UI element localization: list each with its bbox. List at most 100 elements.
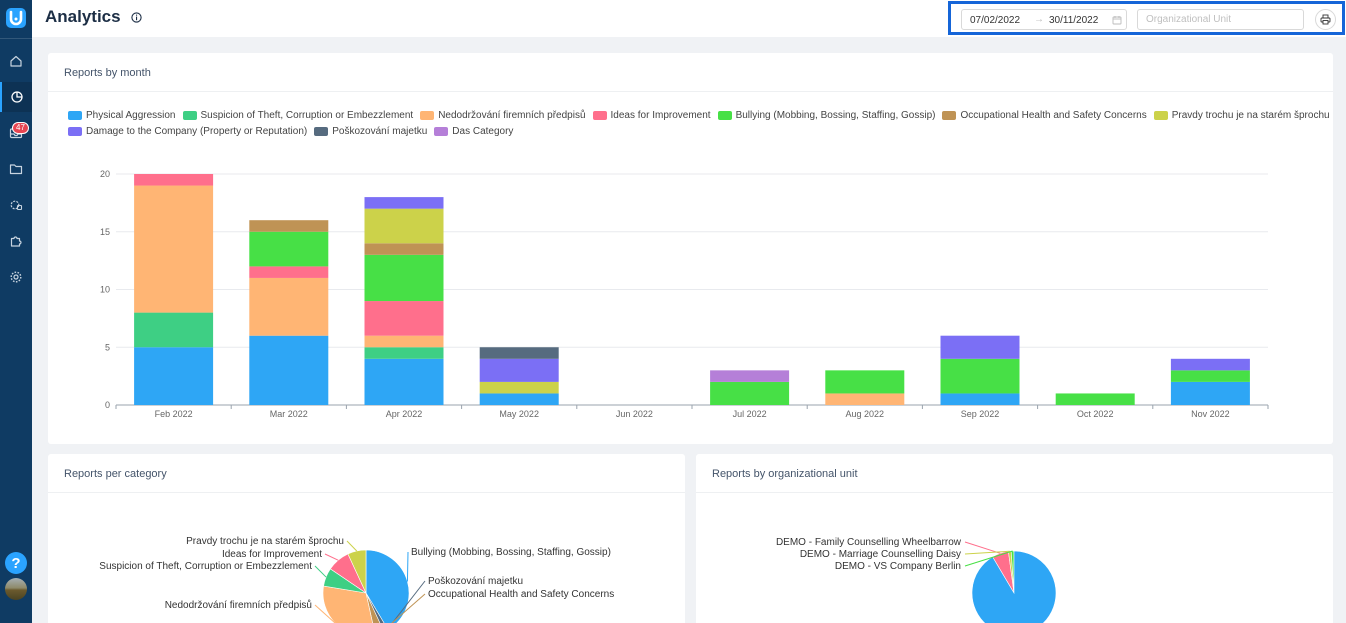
bar-segment[interactable] [1170,370,1250,382]
category-pie-chart: Bullying (Mobbing, Bossing, Staffing, Go… [99,536,614,623]
pie-label: Poškozování majetku [428,576,523,587]
sidebar: 47 ? [0,0,32,623]
sidebar-item-integrations[interactable] [0,226,32,256]
bar-segment[interactable] [364,208,444,244]
legend-item[interactable]: Suspicion of Theft, Corruption or Embezz… [182,109,414,121]
bar-segment[interactable] [364,347,444,359]
home-icon [10,55,22,67]
pie-label: Occupational Health and Safety Concerns [428,589,614,600]
bar-segment[interactable] [134,174,214,186]
calendar-icon[interactable] [1112,15,1122,25]
legend-item[interactable]: Das Category [434,125,513,137]
legend-label: Occupational Health and Safety Concerns [960,109,1147,121]
legend-item[interactable]: Poškozování majetku [314,125,427,137]
top-header: Analytics 07/02/2022 → 30/11/2022 [32,0,1346,37]
legend-swatch [68,110,82,120]
pie-leader-line [964,541,1001,554]
legend-swatch [942,110,957,120]
date-range-picker[interactable]: 07/02/2022 → 30/11/2022 [961,9,1127,30]
pie-leader-line [324,553,339,561]
legend-swatch [434,126,449,136]
legend-item[interactable]: Damage to the Company (Property or Reput… [68,125,307,137]
legend-swatch [420,110,435,120]
pie-slice[interactable] [322,585,375,623]
legend-label: Das Category [452,125,514,137]
gear-lock-icon [10,200,23,211]
bar-segment[interactable] [134,347,214,405]
bar-segment[interactable] [479,347,559,359]
pie-slice[interactable] [971,550,1057,623]
sidebar-item-security[interactable] [0,190,32,220]
bar-segment[interactable] [940,335,1020,359]
x-tick-label: Jun 2022 [616,409,653,419]
bar-segment[interactable] [249,266,329,278]
y-tick-label: 5 [105,342,110,352]
bar-segment[interactable] [940,358,1020,394]
date-end[interactable]: 30/11/2022 [1049,15,1099,26]
bar-segment[interactable] [825,370,905,394]
bar-segment[interactable] [479,358,559,382]
pie-slice[interactable] [347,549,367,594]
sidebar-item-home[interactable] [0,46,32,76]
legend-item[interactable]: Bullying (Mobbing, Bossing, Staffing, Go… [717,109,935,121]
bar-segment[interactable] [364,301,444,336]
x-tick-label: May 2022 [499,409,539,419]
bar-segment[interactable] [1170,358,1250,371]
pie-leader-line [314,565,327,578]
pie-label: Bullying (Mobbing, Bossing, Staffing, Go… [411,547,611,558]
bar-segment[interactable] [825,393,905,405]
bar-segment[interactable] [364,197,444,209]
print-button[interactable] [1315,9,1336,30]
bar-segment[interactable] [364,243,444,255]
date-start[interactable]: 07/02/2022 [970,15,1021,26]
sidebar-item-settings[interactable] [0,262,32,292]
sidebar-item-analytics[interactable] [0,82,32,112]
pie-label: Ideas for Improvement [222,549,322,560]
pie-label: Nedodržování firemních předpisů [165,599,312,611]
legend-label: Suspicion of Theft, Corruption or Embezz… [200,109,414,121]
print-icon [1320,14,1331,25]
app-logo[interactable] [4,6,28,30]
x-tick-label: Aug 2022 [846,409,885,419]
bar-segment[interactable] [710,370,790,382]
bar-segment[interactable] [710,381,790,405]
pie-leader-line [964,550,1010,555]
pie-leader-line [314,604,336,623]
legend-item[interactable]: Physical Aggression [68,109,176,121]
bar-segment[interactable] [134,312,214,348]
x-tick-label: Sep 2022 [961,409,1000,419]
legend-item[interactable]: Ideas for Improvement [592,109,711,121]
sidebar-item-folders[interactable] [0,154,32,184]
bar-segment[interactable] [1055,393,1135,405]
reports-by-month-card: Reports by month Physical Aggression Susp… [48,53,1333,444]
y-tick-label: 15 [100,227,110,237]
legend-swatch [592,110,607,120]
bar-segment[interactable] [479,393,559,405]
reports-per-category-card: Reports per category Bullying (Mobbing, … [48,454,685,623]
bar-segment[interactable] [479,381,559,394]
help-button[interactable]: ? [5,552,27,574]
puzzle-icon [10,236,22,247]
pie-leader-line [346,540,358,552]
bar-segment[interactable] [364,254,444,302]
bar-segment[interactable] [134,185,214,313]
bar-segment[interactable] [364,358,444,405]
legend-swatch [314,126,329,136]
pie-leader-line [406,551,409,582]
org-unit-input[interactable] [1137,9,1304,30]
bar-segment[interactable] [249,335,329,405]
bar-segment[interactable] [249,220,329,232]
bar-segment[interactable] [1170,381,1250,405]
bar-segment[interactable] [249,231,329,267]
pie-slice[interactable] [365,592,384,623]
bar-segment[interactable] [364,335,444,348]
legend-item[interactable]: Occupational Health and Safety Concerns [942,109,1147,121]
bar-segment[interactable] [249,277,329,336]
sidebar-divider [0,38,32,39]
user-avatar[interactable] [5,578,27,600]
legend-item[interactable]: Nedodržování firemních předpisů [420,109,586,121]
bar-segment[interactable] [940,393,1020,405]
card-title: Reports by month [64,67,151,79]
info-icon[interactable] [131,12,142,23]
legend-item[interactable]: Pravdy trochu je na starém šprochu [1153,109,1330,121]
